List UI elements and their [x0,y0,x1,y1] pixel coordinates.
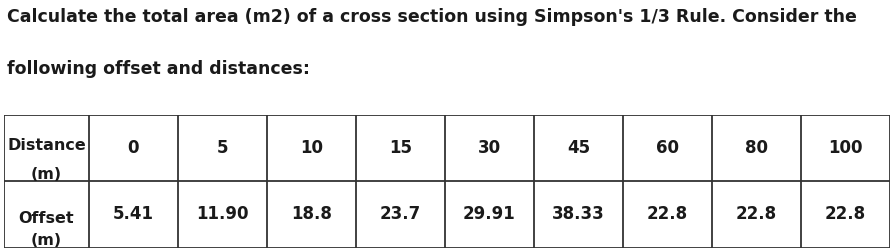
Text: 38.33: 38.33 [552,206,605,224]
Text: 10: 10 [300,139,323,157]
Text: 45: 45 [567,139,590,157]
Text: following offset and distances:: following offset and distances: [7,60,310,78]
Text: Distance: Distance [7,138,86,153]
Text: 22.8: 22.8 [647,206,688,224]
Text: 30: 30 [478,139,501,157]
Text: 15: 15 [389,139,412,157]
Text: 22.8: 22.8 [825,206,866,224]
Text: 0: 0 [128,139,139,157]
Text: (m): (m) [31,234,62,248]
Text: (m): (m) [31,167,62,182]
Text: Calculate the total area (m2) of a cross section using Simpson's 1/3 Rule. Consi: Calculate the total area (m2) of a cross… [7,8,857,26]
Text: 100: 100 [829,139,863,157]
Text: 5: 5 [217,139,228,157]
Text: 5.41: 5.41 [112,206,153,224]
Text: 22.8: 22.8 [736,206,777,224]
Text: 80: 80 [745,139,768,157]
Text: 29.91: 29.91 [463,206,516,224]
Text: 60: 60 [656,139,679,157]
Text: 18.8: 18.8 [291,206,332,224]
Text: 23.7: 23.7 [380,206,421,224]
Text: 11.90: 11.90 [196,206,249,224]
Text: Offset: Offset [19,211,74,226]
